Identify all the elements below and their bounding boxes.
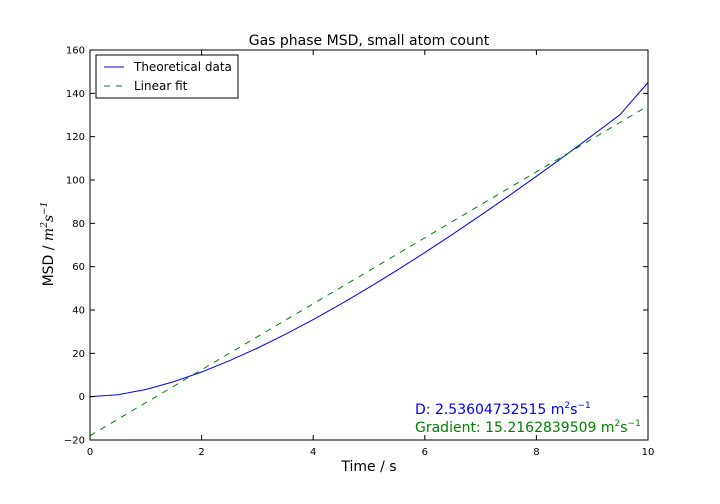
x-tick-label: 4 — [310, 447, 316, 458]
series-line-1 — [90, 105, 648, 437]
plot-frame — [89, 49, 649, 441]
y-tick-label: 20 — [72, 349, 85, 360]
y-tick-label: 140 — [66, 89, 85, 100]
chart-title: Gas phase MSD, small atom count — [249, 33, 490, 49]
x-tick-label: 10 — [642, 447, 655, 458]
y-tick-label: −20 — [64, 436, 85, 447]
legend-label-1: Linear fit — [134, 79, 188, 93]
x-tick-label: 8 — [533, 447, 539, 458]
annotation-1: Gradient: 15.2162839509 m2s−1 — [415, 419, 641, 436]
x-tick-label: 6 — [422, 447, 428, 458]
series-line-0 — [90, 82, 648, 398]
y-tick-label: 0 — [79, 392, 85, 403]
y-tick-label: 60 — [72, 262, 85, 273]
x-tick-label: 2 — [198, 447, 204, 458]
y-tick-label: 120 — [66, 132, 85, 143]
svg-text:MSD / m2s−1: MSD / m2s−1 — [40, 202, 57, 287]
y-tick-label: 40 — [72, 306, 85, 317]
y-tick-label: 100 — [66, 176, 85, 187]
legend: Theoretical data Linear fit — [95, 54, 239, 99]
y-tick-label: 80 — [72, 219, 85, 230]
y-tick-label: 160 — [66, 46, 85, 57]
y-axis-label: MSD / m2s−1 — [40, 202, 57, 287]
x-axis-label: Time / s — [340, 459, 396, 475]
x-tick-label: 0 — [87, 447, 93, 458]
legend-label-0: Theoretical data — [133, 60, 232, 74]
legend-box — [95, 54, 239, 99]
annotation-0: D: 2.53604732515 m2s−1 — [415, 401, 591, 418]
